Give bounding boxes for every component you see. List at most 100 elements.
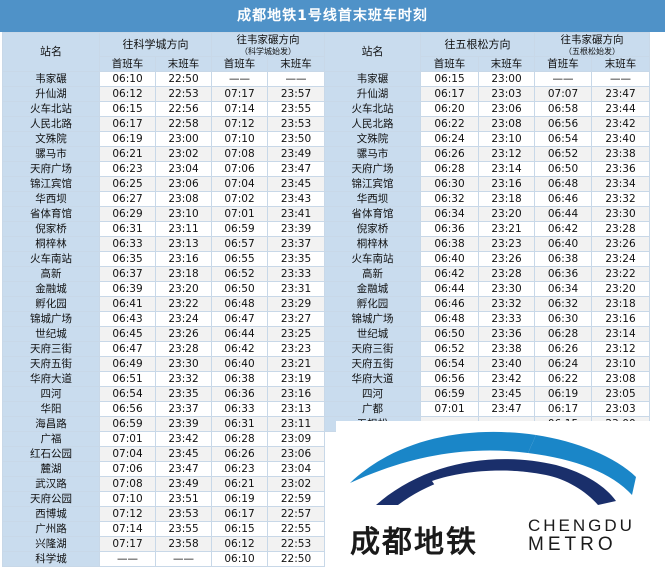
table-row: 人民北路 06:17 22:58 07:12 23:53 人民北路 06:22 23:08 06…: [2, 116, 650, 132]
timetable: 站名 往科学城方向 往韦家碾方向 （科学城始发） 站名 往五根松方向 往韦家碾方…: [2, 32, 650, 567]
station-name: 孵化园: [324, 296, 421, 312]
table-row: 华阳 06:56 23:37 06:33 23:13 广都 07:01 23:47 06:17 2…: [2, 401, 650, 417]
last-train-time: 23:18: [155, 266, 212, 282]
last-train-time: 23:14: [591, 326, 650, 342]
last-train-time: 23:27: [267, 311, 325, 327]
first-train-time: 07:12: [211, 116, 268, 132]
first-train-time: 06:59: [420, 386, 479, 402]
last-train-time: 23:33: [267, 266, 325, 282]
last-train-time: 23:44: [591, 101, 650, 117]
logo-english-line1: CHENGDU: [528, 516, 635, 535]
last-train-time: 23:09: [267, 431, 325, 447]
table-row: 世纪城 06:45 23:26 06:44 23:25 世纪城 06:50 23:36 06:2…: [2, 326, 650, 342]
last-train-time: 23:33: [478, 311, 535, 327]
last-train-time: 23:53: [155, 506, 212, 522]
table-row: 四河 06:54 23:35 06:36 23:16 四河 06:59 23:45 06:19 2…: [2, 386, 650, 402]
table-row: 华西坝 06:27 23:08 07:02 23:43 华西坝 06:32 23:18 06:4…: [2, 191, 650, 207]
last-train-time: 23:37: [155, 401, 212, 417]
last-train-time: 23:10: [478, 131, 535, 147]
first-train-time: 06:31: [211, 416, 268, 432]
station-name: 天府五街: [324, 356, 421, 372]
last-train-time: 23:00: [478, 71, 535, 87]
last-train-time: ——: [591, 71, 650, 87]
station-name: 华府大道: [2, 371, 100, 387]
station-name: 华西坝: [2, 191, 100, 207]
last-train-time: 23:43: [267, 191, 325, 207]
first-train-time: 06:38: [211, 371, 268, 387]
station-name: 升仙湖: [2, 86, 100, 102]
last-train-time: 23:47: [591, 86, 650, 102]
first-train-time: 06:52: [211, 266, 268, 282]
table-row: 天府广场 06:23 23:04 07:06 23:47 天府广场 06:28 23:14 06…: [2, 161, 650, 177]
last-train-time: 23:53: [267, 116, 325, 132]
first-train-time: 06:24: [420, 131, 479, 147]
station-name: 文殊院: [2, 131, 100, 147]
station-name: 兴隆湖: [2, 536, 100, 552]
last-train-time: 23:25: [267, 326, 325, 342]
table-row: 火车北站 06:15 22:56 07:14 23:55 火车北站 06:20 23:06 06…: [2, 101, 650, 117]
last-train-time: 23:26: [478, 251, 535, 267]
last-train-time: 23:06: [155, 176, 212, 192]
station-name: 世纪城: [2, 326, 100, 342]
last-train-time: 23:39: [267, 221, 325, 237]
last-train-time: 23:02: [267, 476, 325, 492]
first-train-time: 06:31: [99, 221, 156, 237]
station-name: 人民北路: [324, 116, 421, 132]
first-train-time: 06:50: [534, 161, 592, 177]
first-train-header: 首班车: [534, 56, 592, 72]
first-train-time: 06:59: [211, 221, 268, 237]
dir-wugensong-header: 往五根松方向: [420, 32, 535, 57]
first-train-time: 06:28: [420, 161, 479, 177]
first-train-time: 06:38: [420, 236, 479, 252]
table-row: 锦江宾馆 06:25 23:06 07:04 23:45 锦江宾馆 06:30 23:16 06…: [2, 176, 650, 192]
last-train-time: 22:53: [267, 536, 325, 552]
last-train-time: 22:53: [155, 86, 212, 102]
station-name: 倪家桥: [2, 221, 100, 237]
first-train-time: 07:01: [99, 431, 156, 447]
first-train-time: 06:54: [534, 131, 592, 147]
last-train-time: 23:21: [478, 221, 535, 237]
first-train-time: 06:44: [420, 281, 479, 297]
last-train-time: 23:18: [478, 191, 535, 207]
station-name: 火车南站: [324, 251, 421, 267]
last-train-time: 23:47: [478, 401, 535, 417]
last-train-time: 23:05: [591, 386, 650, 402]
first-train-time: 06:48: [211, 296, 268, 312]
last-train-time: 23:36: [591, 161, 650, 177]
first-train-time: 06:44: [534, 206, 592, 222]
last-train-time: 23:45: [267, 176, 325, 192]
first-train-time: 06:19: [211, 491, 268, 507]
first-train-header: 首班车: [99, 56, 156, 72]
last-train-time: 22:50: [155, 71, 212, 87]
station-name: 锦江宾馆: [324, 176, 421, 192]
table-row: 广州路 07:14 23:55 06:15 22:55: [2, 521, 650, 537]
last-train-time: 23:35: [267, 251, 325, 267]
station-name: 天府三街: [2, 341, 100, 357]
table-row: 韦家碾 06:10 22:50 —— —— 韦家碾 06:15 23:00 —— ——: [2, 71, 650, 87]
last-train-time: 23:04: [267, 461, 325, 477]
first-train-time: 06:23: [99, 161, 156, 177]
first-train-time: 07:10: [99, 491, 156, 507]
last-train-time: 23:36: [478, 326, 535, 342]
last-train-time: 23:29: [267, 296, 325, 312]
last-train-time: 23:22: [155, 296, 212, 312]
last-train-time: 23:30: [155, 356, 212, 372]
first-train-time: 06:17: [211, 506, 268, 522]
first-train-time: 06:34: [534, 281, 592, 297]
first-train-time: 06:40: [211, 356, 268, 372]
first-train-time: 06:36: [420, 221, 479, 237]
first-train-time: 06:50: [420, 326, 479, 342]
first-train-time: 06:48: [534, 176, 592, 192]
last-train-time: 23:10: [591, 356, 650, 372]
first-train-time: 06:10: [99, 71, 156, 87]
first-train-time: 06:21: [99, 146, 156, 162]
first-train-header: 首班车: [420, 56, 479, 72]
table-row: 武汉路 07:08 23:49 06:21 23:02: [2, 476, 650, 492]
metro-logo-icon: [350, 431, 636, 505]
station-name: 广福: [2, 431, 100, 447]
table-row: 骡马市 06:21 23:02 07:08 23:49 骡马市 06:26 23:12 06:5…: [2, 146, 650, 162]
first-train-time: 06:43: [99, 311, 156, 327]
last-train-time: 23:20: [591, 281, 650, 297]
last-train-time: 23:11: [267, 416, 325, 432]
last-train-time: 23:26: [591, 236, 650, 252]
